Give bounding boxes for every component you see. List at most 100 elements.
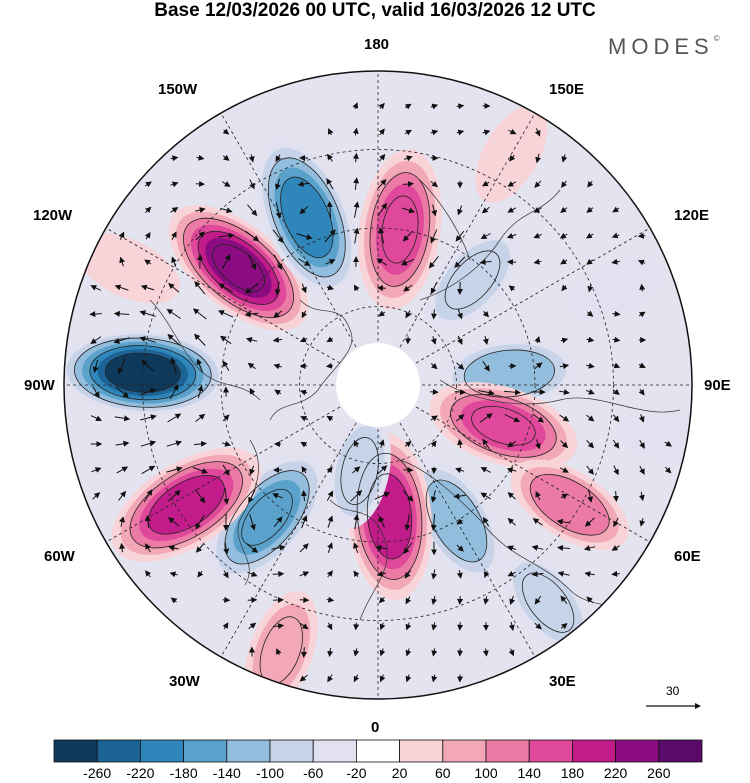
wind-arrow <box>378 102 385 110</box>
wind-arrow <box>353 622 360 631</box>
wind-arrow <box>453 493 466 500</box>
wind-arrow <box>353 542 359 553</box>
wind-arrow <box>297 258 311 267</box>
wind-arrow <box>327 515 334 528</box>
wind-arrow <box>275 648 282 656</box>
wind-arrow <box>456 544 464 552</box>
coastline <box>149 299 261 401</box>
wind-arrow <box>561 154 568 163</box>
wind-arrow <box>586 362 595 369</box>
colorbar-swatch <box>615 739 660 763</box>
longitude-label-120w: 120W <box>33 207 73 224</box>
wind-arrow <box>531 571 544 578</box>
colorbar-swatch <box>96 739 141 763</box>
wind-arrow <box>509 595 516 606</box>
meridian-line <box>415 406 651 543</box>
wind-arrow <box>483 570 490 579</box>
coastline <box>399 459 641 621</box>
wind-arrow <box>299 571 310 577</box>
wind-arrow <box>300 416 308 422</box>
wind-arrow <box>140 388 157 396</box>
wind-arrow <box>218 283 234 293</box>
wind-arrow <box>297 181 310 188</box>
wind-arrow <box>299 674 308 682</box>
colorbar-tick-label: 20 <box>391 765 408 781</box>
wind-arrow <box>638 311 646 318</box>
wind-arrow <box>431 648 438 657</box>
wind-arrow <box>223 542 230 555</box>
wind-arrow <box>353 514 360 530</box>
wind-arrow <box>405 310 412 319</box>
wind-arrow <box>352 102 359 110</box>
anomaly-band <box>629 416 692 456</box>
wind-arrow <box>557 570 570 577</box>
wind-arrow <box>481 180 490 187</box>
wind-arrow <box>217 310 234 318</box>
wind-arrow <box>353 674 360 683</box>
wind-arrow <box>430 229 438 244</box>
contour-line <box>182 217 295 319</box>
colorbar-swatch <box>183 739 228 763</box>
wind-arrow <box>431 674 438 683</box>
wind-arrow <box>612 388 620 396</box>
wind-arrow <box>90 415 103 421</box>
wind-arrow <box>221 254 231 270</box>
anomaly-band <box>475 355 543 392</box>
wind-arrow <box>327 647 334 658</box>
wind-arrow <box>326 336 334 343</box>
wind-arrow <box>248 622 257 630</box>
wind-arrow <box>431 622 438 631</box>
wind-arrow <box>613 517 619 528</box>
wind-arrow <box>275 202 282 219</box>
colorbar-swatch <box>485 739 530 763</box>
wind-arrow <box>560 622 568 630</box>
colorbar-swatch <box>312 739 357 763</box>
wind-arrow <box>196 358 203 373</box>
colorbar-tick-label: 220 <box>603 765 628 781</box>
contour-line <box>471 406 536 446</box>
wind-arrow <box>353 570 360 578</box>
wind-arrow <box>195 413 206 422</box>
wind-arrow <box>374 492 391 500</box>
wind-arrow <box>612 362 621 369</box>
wind-arrow <box>480 492 491 500</box>
colorbar-swatch <box>53 739 98 763</box>
wind-arrow <box>454 389 467 395</box>
wind-arrow <box>480 233 491 239</box>
wind-arrow <box>481 206 490 214</box>
colorbar-tick-label: -20 <box>346 765 367 781</box>
contour-line <box>366 473 413 560</box>
wind-arrow <box>455 467 465 474</box>
wind-arrow <box>585 388 595 395</box>
colorbar-swatch <box>528 739 573 763</box>
wind-arrow <box>585 232 594 239</box>
wind-arrow <box>300 622 309 630</box>
wind-arrow <box>378 515 385 528</box>
wind-arrow <box>586 336 595 343</box>
copyright-mark: © <box>713 34 720 43</box>
wind-arrow <box>352 466 361 474</box>
wind-arrow <box>271 544 286 551</box>
colorbar-swatch <box>442 739 487 763</box>
wind-arrow <box>559 414 570 422</box>
wind-arrow <box>456 103 465 110</box>
wind-arrow <box>196 154 205 161</box>
wind-arrow <box>586 596 594 604</box>
wind-arrow <box>639 439 645 449</box>
colorbar-tick-label: 140 <box>517 765 541 781</box>
wind-arrow <box>144 206 152 214</box>
wind-arrow <box>139 310 156 317</box>
wind-arrow <box>139 336 156 343</box>
wind-arrow <box>534 622 542 630</box>
wind-arrow <box>456 518 464 525</box>
wind-arrow <box>507 570 516 577</box>
wind-arrow <box>119 542 126 553</box>
meridian-line <box>399 112 536 348</box>
wind-arrow <box>301 515 308 529</box>
wind-arrow <box>430 282 437 295</box>
wind-arrow <box>144 231 151 240</box>
modes-brand-logo: MODES© <box>608 34 720 60</box>
wind-arrow <box>353 440 360 448</box>
wind-arrow <box>430 513 437 531</box>
wind-arrow <box>583 545 596 551</box>
